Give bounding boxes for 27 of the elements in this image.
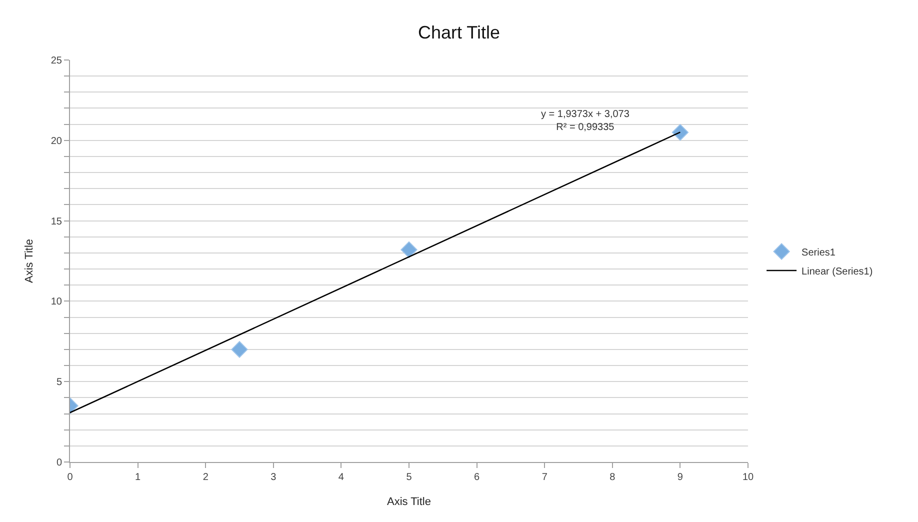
annotation: R² = 0,99335 bbox=[556, 122, 615, 133]
legend-label: Linear (Series1) bbox=[802, 266, 873, 278]
annotation: y = 1,9373x + 3,073 bbox=[541, 109, 630, 120]
x-tick-label: 2 bbox=[202, 472, 209, 483]
y-tick-label: 25 bbox=[50, 56, 62, 66]
y-tick-label: 15 bbox=[50, 216, 62, 228]
x-tick-label: 8 bbox=[610, 472, 616, 483]
legend-label: Series1 bbox=[802, 247, 836, 258]
x-tick-label: 0 bbox=[67, 472, 74, 483]
point bbox=[231, 341, 248, 358]
chart-title: Chart Title bbox=[418, 22, 500, 43]
y-tick-label: 0 bbox=[56, 458, 62, 468]
point bbox=[672, 124, 688, 141]
x-tick-label: 10 bbox=[742, 472, 754, 483]
y-tick-label: 10 bbox=[50, 296, 62, 308]
y-tick-label: 5 bbox=[56, 377, 62, 388]
x-tick-label: 6 bbox=[474, 472, 480, 483]
y-tick-label: 20 bbox=[50, 136, 62, 147]
x-tick-label: 7 bbox=[542, 472, 548, 483]
x-tick-label: 1 bbox=[135, 472, 142, 483]
x-tick-label: 3 bbox=[270, 472, 277, 483]
x-tick-label: 4 bbox=[338, 472, 344, 483]
y-axis-title: Axis Title bbox=[24, 238, 36, 284]
x-tick-label: 5 bbox=[406, 472, 412, 483]
point bbox=[400, 241, 418, 258]
x-axis-title: Axis Title bbox=[386, 496, 432, 508]
x-tick-label: 9 bbox=[677, 472, 684, 483]
